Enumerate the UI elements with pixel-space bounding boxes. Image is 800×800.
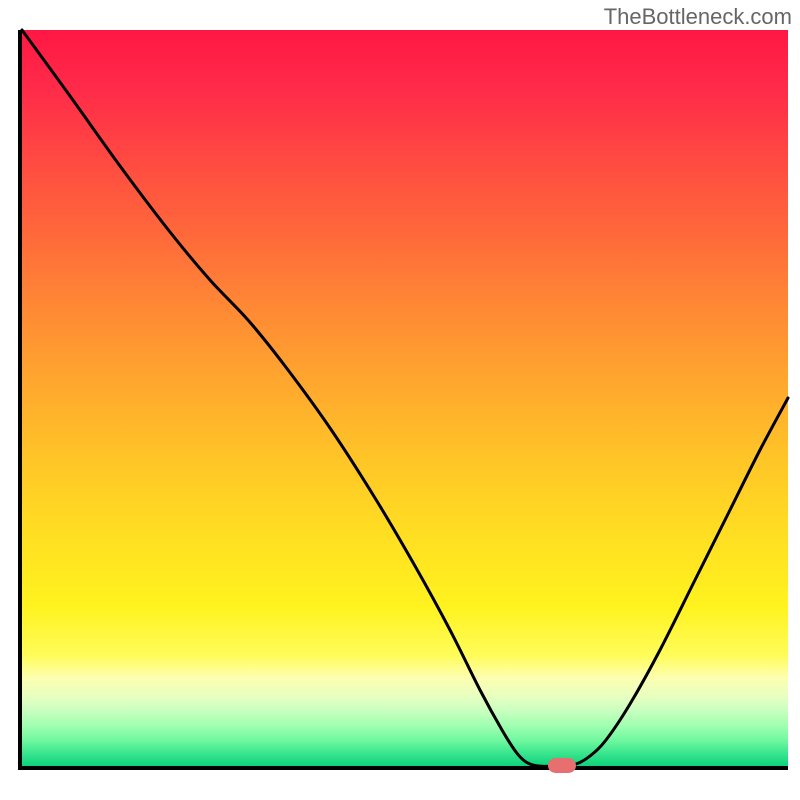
- optimum-marker: [548, 758, 576, 773]
- watermark-text: TheBottleneck.com: [604, 4, 792, 30]
- bottleneck-chart: TheBottleneck.com: [0, 0, 800, 800]
- bottleneck-curve: [0, 0, 800, 800]
